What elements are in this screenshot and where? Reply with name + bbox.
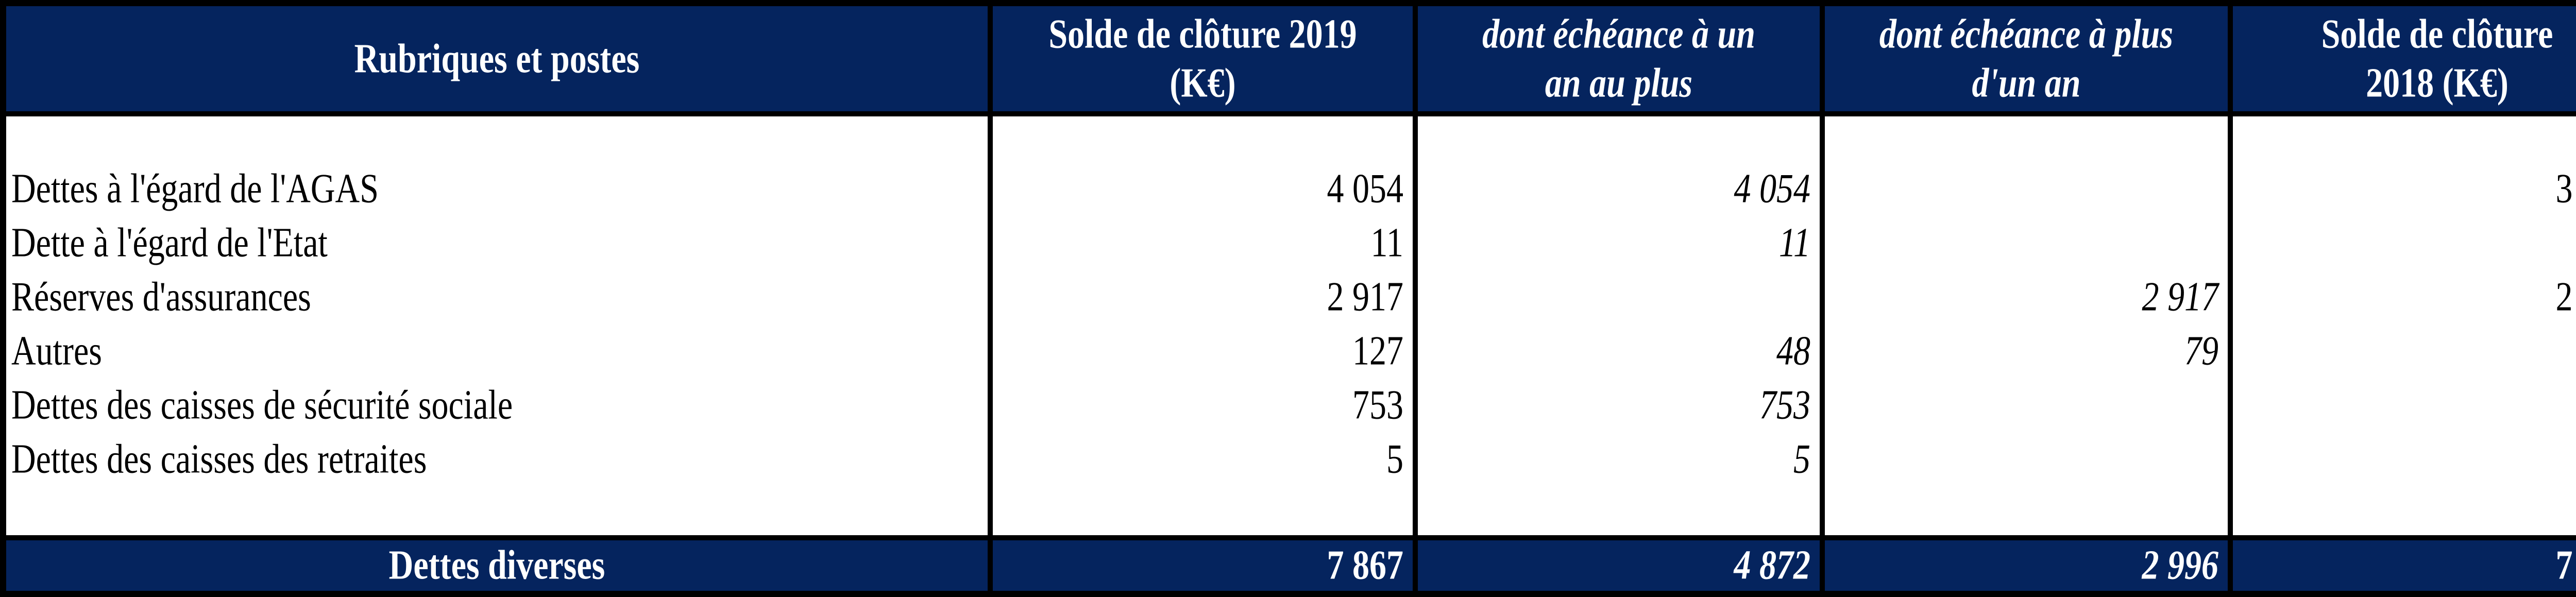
cell-value: 79 — [2184, 328, 2218, 374]
column-header-echeance-un-an: dont échéance à un an au plus — [1418, 6, 1820, 111]
header-line: 2018 (K€) — [2366, 60, 2509, 107]
header-line: (K€) — [1170, 60, 1236, 107]
column-header-rubriques-et-postes: Rubriques et postes — [6, 6, 988, 111]
row-label: Dettes à l'égard de l'AGAS — [11, 165, 379, 212]
row-label: Dettes des caisses des retraites — [11, 436, 427, 482]
header-line: dont échéance à un — [1482, 11, 1755, 58]
solde-2018-column: 3 423 2 889 153 652 27 — [2233, 116, 2576, 535]
header-line: Solde de clôture 2019 — [1048, 11, 1357, 58]
row-label: Réserves d'assurances — [11, 274, 311, 320]
cell-value: 5 — [1793, 436, 1810, 482]
cell-value: 48 — [1776, 328, 1810, 374]
column-header-echeance-plus-un-an: dont échéance à plus d'un an — [1825, 6, 2228, 111]
total-echeance-un-an: 4 872 — [1418, 540, 1820, 591]
cell-value — [1825, 216, 2228, 270]
cell-value: 4 054 — [1327, 165, 1404, 212]
cell-value — [2233, 216, 2576, 270]
cell-value — [1418, 270, 1820, 324]
cell-value: 2 917 — [2142, 274, 2219, 320]
total-row-label: Dettes diverses — [6, 540, 988, 591]
cell-value: 753 — [1759, 382, 1810, 428]
row-label: Dette à l'égard de l'Etat — [11, 219, 328, 266]
header-line: d'un an — [1972, 60, 2081, 107]
cell-value — [1825, 432, 2228, 486]
total-solde-2018: 7 144 — [2233, 540, 2576, 591]
rubriques-column: Dettes à l'égard de l'AGAS Dette à l'éga… — [6, 116, 988, 535]
header-line: dont échéance à plus — [1879, 11, 2174, 58]
cell-value: 3 423 — [2555, 165, 2573, 212]
cell-value: 2 889 — [2555, 274, 2573, 320]
solde-2019-column: 4 054 11 2 917 127 753 5 — [993, 116, 1413, 535]
cell-value — [1825, 162, 2228, 216]
cell-value: 2 917 — [1327, 274, 1404, 320]
row-label: Dettes des caisses de sécurité sociale — [11, 382, 513, 428]
row-label: Autres — [11, 328, 102, 374]
cell-value: 27 — [2233, 432, 2576, 486]
cell-value: 11 — [1370, 219, 1403, 266]
cell-value: 5 — [1386, 436, 1403, 482]
echeance-un-an-column: 4 054 11 48 753 5 — [1418, 116, 1820, 535]
cell-value: 153 — [2233, 324, 2576, 378]
cell-value: 753 — [1352, 382, 1403, 428]
cell-value — [1825, 378, 2228, 432]
cell-value: 652 — [2233, 378, 2576, 432]
column-header-solde-cloture-2018: Solde de clôture 2018 (K€) — [2233, 6, 2576, 111]
total-solde-2019: 7 867 — [993, 540, 1413, 591]
column-header-solde-cloture-2019: Solde de clôture 2019 (K€) — [993, 6, 1413, 111]
cell-value: 4 054 — [1734, 165, 1811, 212]
echeance-plus-un-an-column: 2 917 79 — [1825, 116, 2228, 535]
header-line: Solde de clôture — [2321, 11, 2553, 58]
column-header-label: Rubriques et postes — [354, 36, 640, 82]
header-line: an au plus — [1545, 60, 1693, 107]
cell-value: 127 — [1352, 328, 1403, 374]
total-echeance-plus-un-an: 2 996 — [1825, 540, 2228, 591]
cell-value: 11 — [1778, 219, 1810, 266]
